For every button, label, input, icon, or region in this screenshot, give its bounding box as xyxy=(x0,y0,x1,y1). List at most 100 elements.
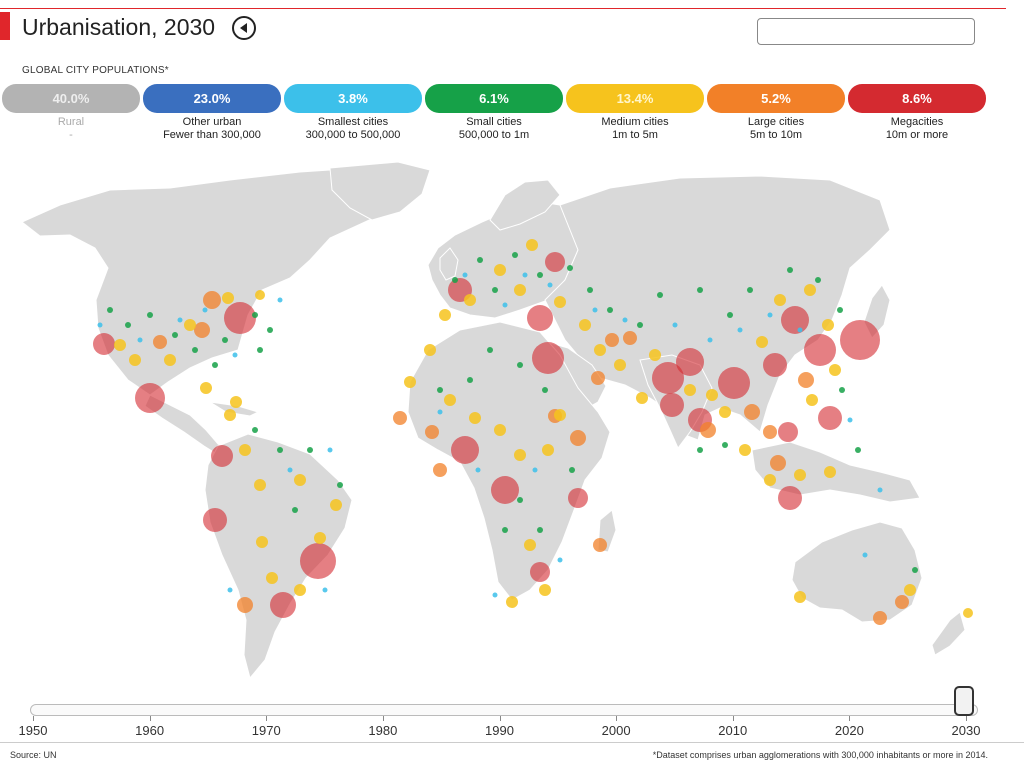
timeline-tick-label[interactable]: 2000 xyxy=(601,723,631,738)
city-dot xyxy=(895,595,909,609)
legend: 40.0% Rural - 23.0% Other urban Fewer than 30… xyxy=(0,84,1024,154)
city-dot xyxy=(719,406,731,418)
timeline-tick-label[interactable]: 1950 xyxy=(18,723,48,738)
city-dot xyxy=(192,347,198,353)
legend-pill-small[interactable]: 6.1% xyxy=(425,84,563,113)
city-dot xyxy=(494,264,506,276)
city-dot xyxy=(794,469,806,481)
legend-item-mega[interactable]: 8.6% Megacities 10m or more xyxy=(848,84,986,142)
city-dot xyxy=(568,488,588,508)
timeline-tick-label[interactable]: 1970 xyxy=(251,723,281,738)
legend-item-rural[interactable]: 40.0% Rural - xyxy=(2,84,140,142)
legend-pill-rural[interactable]: 40.0% xyxy=(2,84,140,113)
city-dot xyxy=(847,417,853,423)
city-dot xyxy=(744,404,760,420)
timeline-tick-label[interactable]: 2030 xyxy=(951,723,981,738)
legend-pill-smallest[interactable]: 3.8% xyxy=(284,84,422,113)
city-dot xyxy=(697,287,703,293)
city-dot xyxy=(477,257,483,263)
city-dot xyxy=(393,411,407,425)
city-dot xyxy=(517,362,523,368)
timeline-tick-mark xyxy=(149,716,151,721)
timeline-track[interactable] xyxy=(30,704,978,716)
timeline-tick-label[interactable]: 1980 xyxy=(368,723,398,738)
city-dot xyxy=(587,287,593,293)
search-input[interactable] xyxy=(757,18,975,45)
city-dot xyxy=(763,353,787,377)
city-dot xyxy=(700,422,716,438)
city-dot xyxy=(579,319,591,331)
legend-range-mega: 10m or more xyxy=(885,129,949,141)
city-dot xyxy=(277,297,283,303)
asia-shape xyxy=(544,175,891,441)
city-dot xyxy=(425,425,439,439)
city-dot xyxy=(706,389,718,401)
legend-item-medium[interactable]: 13.4% Medium cities 1m to 5m xyxy=(566,84,704,142)
city-dot xyxy=(467,377,473,383)
city-dot xyxy=(502,302,508,308)
city-dot xyxy=(764,474,776,486)
city-dot xyxy=(862,552,868,558)
timeline-tick-label[interactable]: 1990 xyxy=(485,723,514,738)
city-dot xyxy=(591,371,605,385)
dataset-footnote: *Dataset comprises urban agglomerations … xyxy=(652,750,988,760)
city-dot xyxy=(517,497,523,503)
city-dot xyxy=(718,367,750,399)
city-dot xyxy=(570,430,586,446)
legend-pill-mega[interactable]: 8.6% xyxy=(848,84,986,113)
city-dot xyxy=(904,584,916,596)
timeline-tick-mark xyxy=(966,716,967,721)
city-dot xyxy=(537,527,543,533)
city-dot xyxy=(287,467,293,473)
city-dot xyxy=(815,277,821,283)
city-dot xyxy=(756,336,768,348)
legend-range-large: 5m to 10m xyxy=(750,129,802,141)
city-dot xyxy=(512,252,518,258)
city-dot xyxy=(137,337,143,343)
legend-item-small[interactable]: 6.1% Small cities 500,000 to 1m xyxy=(425,84,563,142)
timeline-tick-mark xyxy=(382,716,384,721)
city-dot xyxy=(839,387,845,393)
legend-item-smallest[interactable]: 3.8% Smallest cities 300,000 to 500,000 xyxy=(284,84,422,142)
city-dot xyxy=(502,527,508,533)
back-button[interactable] xyxy=(232,16,256,40)
city-dot xyxy=(637,322,643,328)
city-dot xyxy=(452,277,458,283)
legend-name-other: Other urban xyxy=(182,116,242,128)
legend-pill-other[interactable]: 23.0% xyxy=(143,84,281,113)
timeline-tick-label[interactable]: 2020 xyxy=(834,723,864,738)
city-dot xyxy=(763,425,777,439)
legend-range-other: Fewer than 300,000 xyxy=(163,129,261,141)
legend-pill-medium[interactable]: 13.4% xyxy=(566,84,704,113)
timeline-handle[interactable] xyxy=(954,686,974,716)
city-dot xyxy=(539,584,551,596)
top-rule xyxy=(0,8,1006,9)
city-dot xyxy=(200,382,212,394)
city-dot xyxy=(522,272,528,278)
city-dot xyxy=(569,467,575,473)
legend-item-other[interactable]: 23.0% Other urban Fewer than 300,000 xyxy=(143,84,281,142)
city-dot xyxy=(267,327,273,333)
timeline-tick-label[interactable]: 1960 xyxy=(135,723,165,738)
city-dot xyxy=(424,344,436,356)
source-note: Source: UN xyxy=(10,750,57,760)
city-dot xyxy=(224,409,236,421)
city-dot xyxy=(294,584,306,596)
city-dot xyxy=(739,444,751,456)
city-dot xyxy=(506,596,518,608)
city-dot xyxy=(727,312,733,318)
city-dot xyxy=(270,592,296,618)
legend-range-rural: - xyxy=(69,129,73,141)
city-dot xyxy=(804,334,836,366)
legend-item-large[interactable]: 5.2% Large cities 5m to 10m xyxy=(707,84,845,142)
city-dot xyxy=(532,342,564,374)
timeline-tick-label[interactable]: 2010 xyxy=(718,723,748,738)
city-dot xyxy=(107,307,113,313)
legend-pill-large[interactable]: 5.2% xyxy=(707,84,845,113)
city-dot xyxy=(818,406,842,430)
bottom-rule xyxy=(0,742,1024,743)
city-dot xyxy=(676,348,704,376)
city-dot xyxy=(545,252,565,272)
city-dot xyxy=(254,479,266,491)
city-dot xyxy=(592,307,598,313)
